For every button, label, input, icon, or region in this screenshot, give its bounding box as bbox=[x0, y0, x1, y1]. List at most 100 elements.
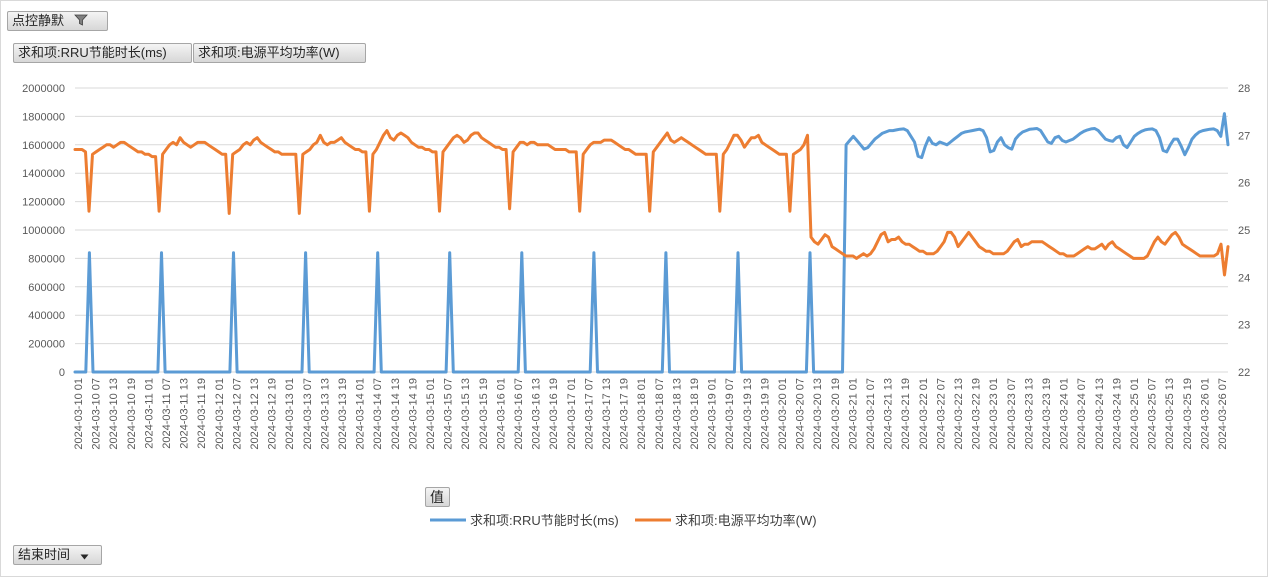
x-tick-label: 2024-03-24 07 bbox=[1076, 378, 1088, 450]
axis-field-button[interactable]: 结束时间 bbox=[13, 545, 102, 565]
x-tick-label: 2024-03-21 19 bbox=[900, 378, 912, 450]
x-tick-label: 2024-03-23 19 bbox=[1041, 378, 1053, 450]
y-left-tick-label: 800000 bbox=[28, 253, 65, 265]
x-tick-label: 2024-03-21 01 bbox=[847, 378, 859, 450]
value-field-button-power[interactable]: 求和项:电源平均功率(W) bbox=[193, 43, 366, 63]
y-left-tick-label: 1400000 bbox=[22, 168, 65, 180]
x-tick-label: 2024-03-16 01 bbox=[495, 378, 507, 450]
x-tick-label: 2024-03-16 13 bbox=[531, 378, 543, 450]
x-tick-label: 2024-03-25 13 bbox=[1164, 378, 1176, 450]
x-tick-label: 2024-03-20 01 bbox=[777, 378, 789, 450]
x-tick-label: 2024-03-15 13 bbox=[460, 378, 472, 450]
x-tick-label: 2024-03-25 19 bbox=[1182, 378, 1194, 450]
x-tick-label: 2024-03-10 01 bbox=[73, 378, 85, 450]
x-tick-label: 2024-03-20 13 bbox=[812, 378, 824, 450]
x-tick-label: 2024-03-21 13 bbox=[883, 378, 895, 450]
x-tick-label: 2024-03-11 07 bbox=[161, 378, 173, 449]
x-tick-label: 2024-03-18 01 bbox=[636, 378, 648, 450]
x-tick-label: 2024-03-18 19 bbox=[689, 378, 701, 450]
x-tick-label: 2024-03-21 07 bbox=[865, 378, 877, 450]
value-field-label-rru: 求和项:RRU节能时长(ms) bbox=[18, 45, 167, 60]
x-tick-label: 2024-03-23 07 bbox=[1006, 378, 1018, 450]
x-tick-label: 2024-03-11 13 bbox=[179, 378, 191, 449]
x-tick-label: 2024-03-15 01 bbox=[425, 378, 437, 450]
y-left-tick-label: 2000000 bbox=[22, 83, 65, 95]
value-field-button-rru[interactable]: 求和项:RRU节能时长(ms) bbox=[13, 43, 192, 63]
x-tick-label: 2024-03-10 13 bbox=[108, 378, 120, 450]
x-tick-label: 2024-03-22 01 bbox=[918, 378, 930, 450]
x-tick-label: 2024-03-17 13 bbox=[601, 378, 613, 450]
x-tick-label: 2024-03-12 07 bbox=[231, 378, 243, 450]
x-tick-label: 2024-03-22 19 bbox=[971, 378, 983, 450]
x-tick-label: 2024-03-25 07 bbox=[1147, 378, 1159, 450]
y-left-tick-label: 1600000 bbox=[22, 140, 65, 152]
y-right-tick-label: 24 bbox=[1238, 272, 1250, 284]
x-tick-label: 2024-03-16 07 bbox=[513, 378, 525, 450]
x-tick-label: 2024-03-13 19 bbox=[337, 378, 349, 450]
funnel-filter-icon[interactable] bbox=[73, 13, 88, 31]
x-tick-label: 2024-03-13 07 bbox=[302, 378, 314, 450]
values-button[interactable]: 值 bbox=[425, 487, 450, 507]
x-tick-label: 2024-03-19 19 bbox=[759, 378, 771, 450]
x-tick-label: 2024-03-10 19 bbox=[126, 378, 138, 450]
x-tick-label: 2024-03-15 19 bbox=[478, 378, 490, 450]
values-label: 值 bbox=[430, 489, 444, 505]
x-tick-label: 2024-03-12 01 bbox=[214, 378, 226, 450]
dropdown-arrow-icon[interactable] bbox=[80, 547, 89, 565]
filter-field-label: 点控静默 bbox=[12, 13, 65, 28]
x-tick-label: 2024-03-19 13 bbox=[742, 378, 754, 450]
x-tick-label: 2024-03-18 07 bbox=[654, 378, 666, 450]
x-tick-label: 2024-03-24 19 bbox=[1111, 378, 1123, 450]
x-tick-label: 2024-03-17 19 bbox=[619, 378, 631, 450]
x-tick-label: 2024-03-12 13 bbox=[249, 378, 261, 450]
x-tick-label: 2024-03-17 01 bbox=[566, 378, 578, 450]
x-tick-label: 2024-03-19 01 bbox=[707, 378, 719, 450]
series-line-2 bbox=[73, 129, 1230, 277]
x-tick-label: 2024-03-13 01 bbox=[284, 378, 296, 450]
value-field-label-power: 求和项:电源平均功率(W) bbox=[198, 45, 340, 60]
x-tick-label: 2024-03-24 01 bbox=[1059, 378, 1071, 450]
y-right-tick-label: 26 bbox=[1238, 178, 1250, 190]
x-tick-label: 2024-03-20 19 bbox=[830, 378, 842, 450]
y-left-tick-label: 400000 bbox=[28, 310, 65, 322]
x-tick-label: 2024-03-17 07 bbox=[583, 378, 595, 450]
x-tick-label: 2024-03-14 13 bbox=[390, 378, 402, 450]
x-tick-label: 2024-03-10 07 bbox=[91, 378, 103, 450]
x-tick-label: 2024-03-26 01 bbox=[1199, 378, 1211, 450]
y-right-tick-label: 22 bbox=[1238, 367, 1250, 379]
y-right-tick-label: 25 bbox=[1238, 225, 1250, 237]
x-tick-label: 2024-03-11 19 bbox=[196, 378, 208, 449]
x-tick-label: 2024-03-24 13 bbox=[1094, 378, 1106, 450]
x-tick-label: 2024-03-22 07 bbox=[935, 378, 947, 450]
x-tick-label: 2024-03-14 01 bbox=[355, 378, 367, 450]
y-left-tick-label: 1800000 bbox=[22, 111, 65, 123]
filter-field-button[interactable]: 点控静默 bbox=[7, 11, 108, 31]
x-tick-label: 2024-03-12 19 bbox=[267, 378, 279, 450]
x-tick-label: 2024-03-23 01 bbox=[988, 378, 1000, 450]
y-right-tick-label: 28 bbox=[1238, 83, 1250, 95]
axis-field-label: 结束时间 bbox=[18, 547, 71, 562]
x-tick-label: 2024-03-25 01 bbox=[1129, 378, 1141, 450]
series-line-1 bbox=[73, 112, 1230, 374]
y-left-tick-label: 600000 bbox=[28, 282, 65, 294]
y-right-tick-label: 27 bbox=[1238, 130, 1250, 142]
x-tick-label: 2024-03-14 19 bbox=[407, 378, 419, 450]
x-tick-label: 2024-03-23 13 bbox=[1023, 378, 1035, 450]
legend-label-2: 求和项:电源平均功率(W) bbox=[675, 513, 817, 528]
x-tick-label: 2024-03-11 01 bbox=[143, 378, 155, 449]
y-right-tick-label: 23 bbox=[1238, 320, 1250, 332]
y-left-tick-label: 1000000 bbox=[22, 225, 65, 237]
x-tick-label: 2024-03-16 19 bbox=[548, 378, 560, 450]
legend-label-1: 求和项:RRU节能时长(ms) bbox=[470, 513, 619, 528]
x-tick-label: 2024-03-18 13 bbox=[671, 378, 683, 450]
x-tick-label: 2024-03-13 13 bbox=[319, 378, 331, 450]
y-left-tick-label: 0 bbox=[59, 367, 65, 379]
x-tick-label: 2024-03-19 07 bbox=[724, 378, 736, 450]
x-tick-label: 2024-03-20 07 bbox=[795, 378, 807, 450]
x-tick-label: 2024-03-15 07 bbox=[443, 378, 455, 450]
y-left-tick-label: 200000 bbox=[28, 339, 65, 351]
x-tick-label: 2024-03-22 13 bbox=[953, 378, 965, 450]
x-tick-label: 2024-03-26 07 bbox=[1217, 378, 1229, 450]
y-left-tick-label: 1200000 bbox=[22, 197, 65, 209]
